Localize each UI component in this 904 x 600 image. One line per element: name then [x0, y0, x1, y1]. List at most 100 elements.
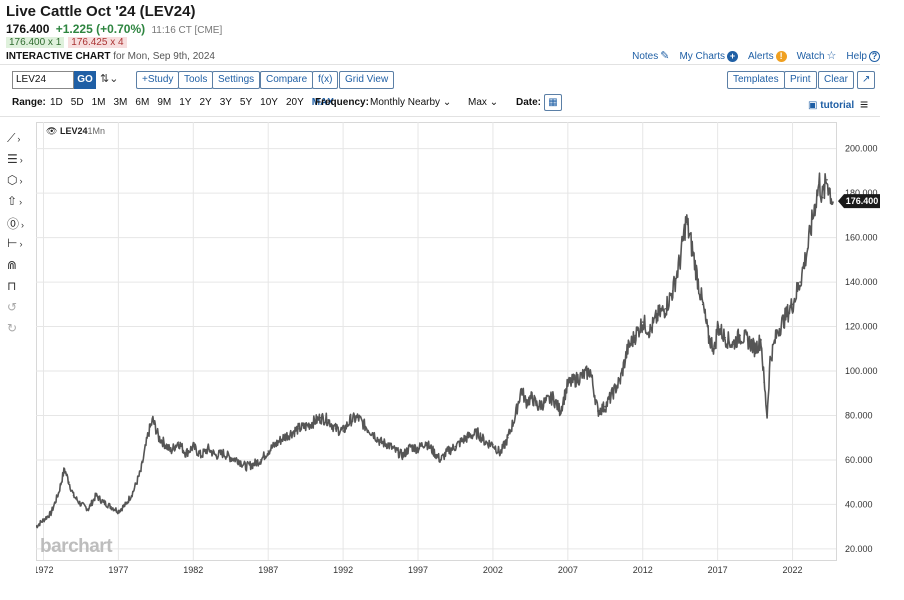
chevron-down-icon: ⌄	[442, 97, 452, 108]
my-charts-label: My Charts	[679, 51, 726, 62]
last-price: 176.400	[6, 22, 50, 36]
annotation-tool[interactable]: ⓪ ›	[7, 215, 35, 231]
last-price-tag-label: 176.400	[846, 196, 879, 206]
measure-tool[interactable]: ⊢ ›	[7, 236, 35, 252]
fibonacci-tool[interactable]: ☰ ›	[7, 152, 35, 168]
data-point	[237, 459, 240, 461]
data-point	[152, 419, 154, 421]
shapes-tool[interactable]: ⬡ ›	[7, 173, 35, 189]
compare-button[interactable]: Compare	[260, 71, 314, 89]
help-link[interactable]: Help?	[846, 51, 880, 62]
data-point	[334, 428, 337, 430]
range-option-20y[interactable]: 20Y	[285, 97, 304, 108]
draw-mode-button[interactable]: ⇅⌄	[100, 72, 118, 85]
trendline-tool[interactable]: ⟋ ›	[7, 131, 35, 147]
chevron-right-icon: ›	[19, 155, 23, 165]
redo-button[interactable]: ↻	[7, 321, 35, 337]
my-charts-link[interactable]: My Charts +	[679, 51, 739, 62]
range-options: 1D 5D 1M 3M 6M 9M 1Y 2Y 3Y 5Y 10Y 20Y MAX	[50, 97, 334, 108]
range-option-1d[interactable]: 1D	[50, 97, 63, 108]
date-label: Date:	[516, 97, 542, 108]
go-button[interactable]: GO	[74, 71, 96, 89]
y-tick-label: 160.000	[845, 233, 878, 243]
print-button[interactable]: Print	[784, 71, 817, 89]
plus-circle-icon: +	[727, 51, 739, 62]
expand-button[interactable]: ↗	[857, 71, 876, 89]
range-option-3m[interactable]: 3M	[113, 97, 128, 108]
alerts-label: Alerts	[748, 51, 774, 62]
data-point	[304, 425, 307, 428]
clear-button[interactable]: Clear	[818, 71, 854, 89]
range-option-1m[interactable]: 1M	[91, 97, 106, 108]
range-option-6m[interactable]: 6M	[135, 97, 150, 108]
data-point	[50, 512, 52, 515]
quote-time: 11:16 CT [CME]	[151, 25, 223, 36]
arrow-tool[interactable]: ⇧ ›	[7, 194, 35, 210]
price-series-line	[36, 172, 834, 529]
data-point	[784, 316, 786, 319]
calendar-button[interactable]: ▦	[544, 94, 562, 111]
range-option-max[interactable]: MAX	[311, 97, 334, 108]
price-chart[interactable]: 20.000 40.000 60.000 80.000 100.000 120.000 14…	[36, 122, 880, 578]
data-point	[596, 410, 599, 412]
range-label: Range:	[12, 97, 46, 108]
data-point	[158, 436, 160, 439]
range-option-10y[interactable]: 10Y	[260, 97, 278, 108]
data-point	[626, 347, 629, 350]
data-point	[80, 503, 82, 506]
frequency-select[interactable]: Monthly Nearby ⌄	[370, 97, 451, 108]
last-price-tag	[838, 194, 880, 209]
data-point	[691, 247, 693, 250]
expand-icon: ↗	[862, 74, 871, 85]
y-tick-label: 140.000	[845, 277, 878, 287]
data-point	[162, 441, 165, 443]
grid-view-button[interactable]: Grid View	[339, 71, 395, 89]
interactive-chart-label: INTERACTIVE CHART for Mon, Sep 9th, 2024	[6, 51, 215, 62]
help-label: Help	[846, 51, 867, 62]
data-point	[679, 259, 681, 261]
eye-icon[interactable]: 👁	[46, 126, 58, 136]
settings-button[interactable]: Settings	[212, 71, 261, 89]
data-point	[319, 416, 322, 419]
fx-button[interactable]: f(x)	[312, 71, 339, 89]
templates-button[interactable]: Templates	[727, 71, 785, 89]
data-point	[297, 428, 299, 430]
magnet-tool[interactable]: ⋒	[7, 258, 35, 274]
range-option-5d[interactable]: 5D	[70, 97, 84, 108]
trendline-icon: ⟋	[7, 131, 16, 145]
warning-icon: !	[775, 51, 787, 62]
x-tick-label: 2017	[708, 565, 728, 575]
arrow-up-icon: ⇧	[7, 194, 18, 208]
notes-link[interactable]: Notes ✎	[632, 51, 669, 63]
range-option-5y[interactable]: 5Y	[239, 97, 253, 108]
x-tick-label: 1987	[258, 565, 278, 575]
bid-ask: 176.400 x 1 176.425 x 4	[6, 37, 131, 48]
tutorial-link[interactable]: ▣ tutorial	[808, 100, 854, 111]
range-option-3y[interactable]: 3Y	[219, 97, 232, 108]
alerts-link[interactable]: Alerts!	[748, 51, 787, 62]
max-select[interactable]: Max ⌄	[468, 97, 498, 108]
lock-tool[interactable]: ⊓	[7, 279, 35, 295]
range-option-1y[interactable]: 1Y	[179, 97, 192, 108]
symbol-input[interactable]: LEV24	[12, 71, 74, 89]
data-point	[36, 525, 37, 528]
range-bar: Range: 1D 5D 1M 3M 6M 9M 1Y 2Y 3Y 5Y 10Y 20Y MAX Fre…	[0, 93, 880, 113]
x-tick-label: 1997	[408, 565, 428, 575]
data-point	[469, 434, 472, 437]
study-button[interactable]: +Study	[136, 71, 180, 89]
range-option-2y[interactable]: 2Y	[199, 97, 212, 108]
tools-button[interactable]: Tools	[178, 71, 214, 89]
watch-link[interactable]: Watch ☆	[797, 51, 837, 63]
data-point	[95, 494, 97, 497]
hamburger-icon[interactable]: ≡	[860, 96, 869, 112]
undo-button[interactable]: ↺	[7, 300, 35, 316]
data-point	[252, 463, 255, 466]
data-point	[739, 334, 741, 337]
data-point	[439, 459, 442, 461]
notes-label: Notes	[632, 51, 659, 62]
shapes-icon: ⬡	[7, 173, 18, 187]
range-option-9m[interactable]: 9M	[157, 97, 172, 108]
data-point	[634, 334, 637, 337]
data-point	[520, 388, 523, 390]
